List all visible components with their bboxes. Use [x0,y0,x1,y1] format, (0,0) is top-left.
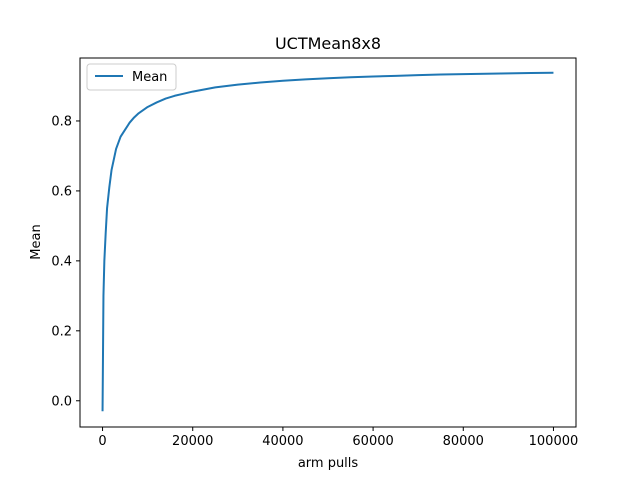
series-line-mean [101,71,554,412]
chart-title: UCTMean8x8 [275,34,381,53]
plot-area [101,71,554,412]
y-tick-label: 0.4 [51,254,72,269]
legend-box [86,63,177,91]
y-tick-label: 0.2 [51,324,72,339]
y-axis-label: Mean [29,224,44,259]
axes-frame [79,57,577,428]
y-tick-label: 0.0 [51,394,72,409]
x-tick-label: 100000 [529,434,579,449]
x-tick-label: 80000 [443,434,484,449]
axes: 0 20000 40000 60000 80000 100000 0.0 0.2 0.4 0.6 0… [51,57,579,449]
x-tick-label: 20000 [172,434,213,449]
x-axis-label: arm pulls [298,456,359,471]
legend: Mean [86,63,177,91]
legend-label-mean: Mean [132,70,167,85]
x-tick-label: 40000 [262,434,303,449]
x-tick-label: 60000 [352,434,393,449]
y-tick-label: 0.6 [51,184,72,199]
x-tick-label: 0 [98,434,106,449]
y-tick-label: 0.8 [51,114,72,129]
